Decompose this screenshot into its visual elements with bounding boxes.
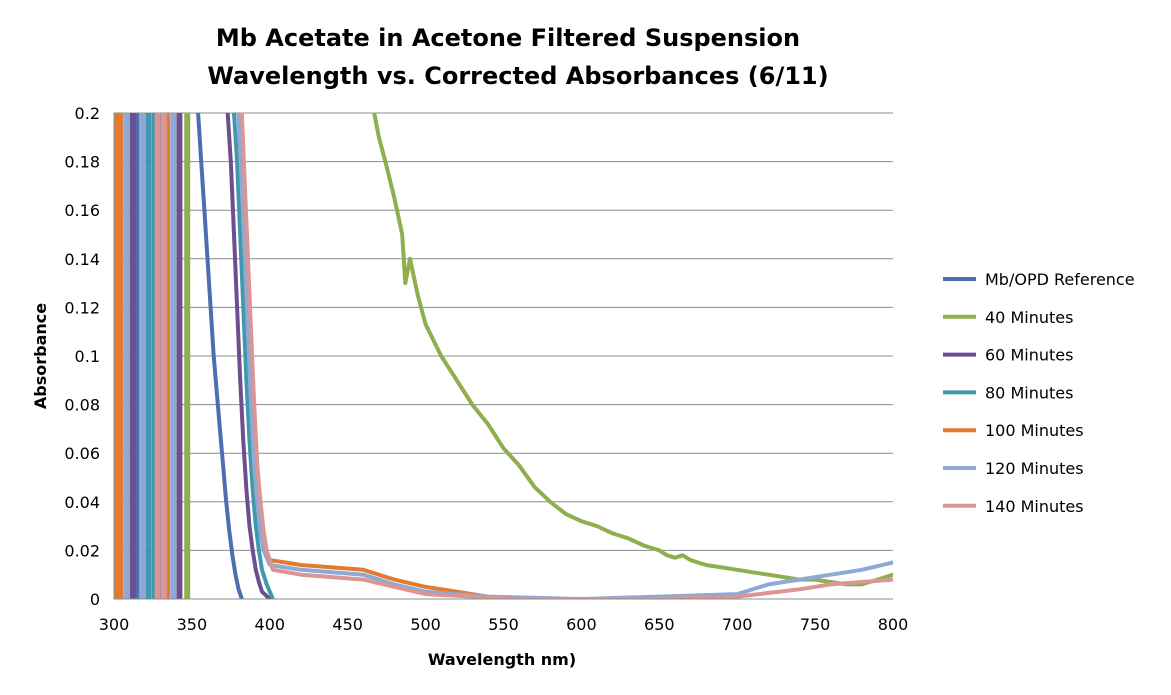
y-axis-label: Absorbance — [31, 303, 50, 409]
x-tick-label: 450 — [332, 615, 363, 634]
y-tick-label: 0.2 — [75, 104, 100, 123]
x-axis-label: Wavelength nm) — [428, 650, 576, 669]
legend-label-5: 120 Minutes — [985, 459, 1084, 478]
plot-area — [114, 113, 893, 599]
legend-label-1: 40 Minutes — [985, 308, 1073, 327]
x-tick-label: 550 — [488, 615, 519, 634]
y-tick-label: 0.02 — [64, 541, 100, 560]
x-tick-label: 400 — [255, 615, 286, 634]
series-line-6 — [239, 113, 893, 599]
y-tick-label: 0.1 — [75, 347, 100, 366]
series-line-5 — [236, 113, 893, 599]
x-tick-label: 750 — [800, 615, 831, 634]
y-axis-ticks: 0 0.02 0.04 0.06 0.08 0.1 0.12 0.14 0.16 0.18 0.2 — [64, 104, 100, 609]
x-tick-label: 800 — [878, 615, 909, 634]
x-tick-label: 500 — [410, 615, 441, 634]
x-tick-label: 300 — [99, 615, 130, 634]
y-tick-label: 0 — [90, 590, 100, 609]
legend-label-2: 60 Minutes — [985, 346, 1073, 365]
axes — [113, 113, 893, 600]
series-line-3 — [232, 113, 275, 599]
x-axis-ticks: 300 350 400 450 500 550 600 650 700 750 800 — [99, 615, 909, 634]
x-tick-label: 700 — [722, 615, 753, 634]
y-tick-label: 0.12 — [64, 298, 100, 317]
y-tick-label: 0.08 — [64, 396, 100, 415]
y-tick-label: 0.16 — [64, 201, 100, 220]
x-tick-label: 350 — [177, 615, 208, 634]
legend-label-3: 80 Minutes — [985, 383, 1073, 402]
y-tick-label: 0.06 — [64, 444, 100, 463]
x-tick-label: 650 — [644, 615, 675, 634]
chart-title-line-1: Mb Acetate in Acetone Filtered Suspensio… — [216, 24, 800, 52]
y-tick-label: 0.04 — [64, 493, 100, 512]
chart-title-line-2: Wavelength vs. Corrected Absorbances (6/… — [207, 62, 828, 90]
x-tick-label: 600 — [566, 615, 597, 634]
legend-label-4: 100 Minutes — [985, 421, 1084, 440]
y-tick-label: 0.18 — [64, 153, 100, 172]
legend-label-6: 140 Minutes — [985, 497, 1084, 516]
series-line-2 — [225, 113, 272, 599]
series-line-0 — [196, 113, 244, 599]
y-tick-label: 0.14 — [64, 250, 100, 269]
legend-label-0: Mb/OPD Reference — [985, 270, 1135, 289]
series-line-1 — [372, 113, 893, 587]
legend: Mb/OPD Reference 40 Minutes 60 Minutes 80 M… — [943, 270, 1135, 516]
